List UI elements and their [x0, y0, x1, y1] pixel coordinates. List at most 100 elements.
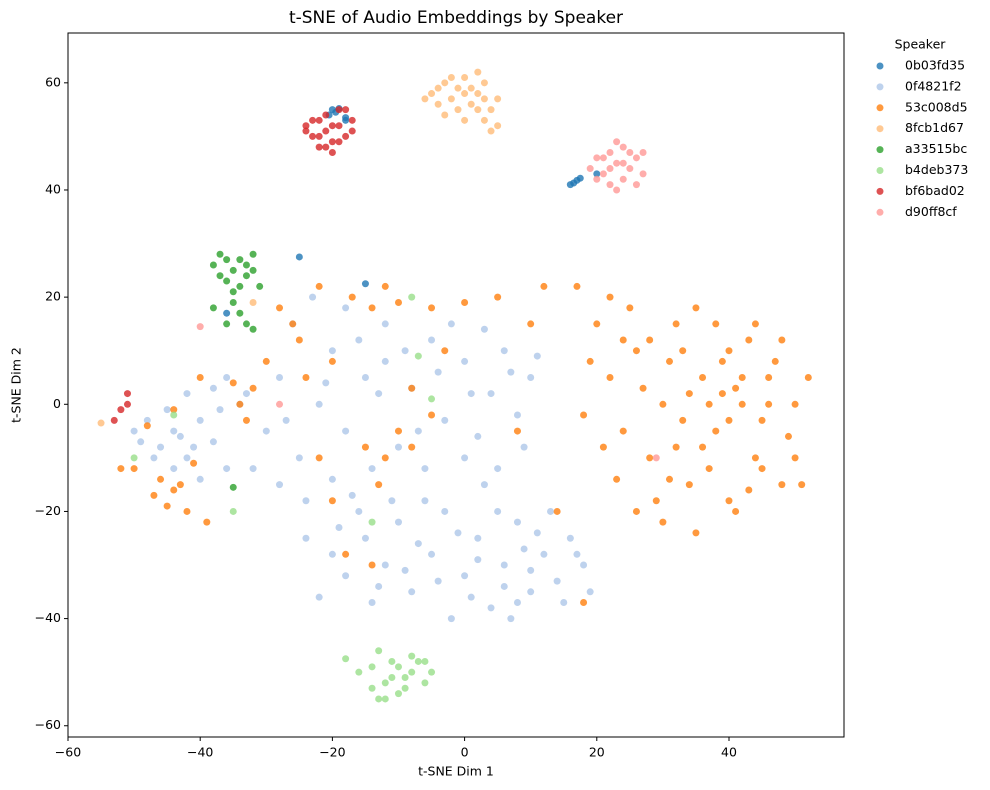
point — [342, 106, 350, 114]
point — [421, 95, 429, 103]
point — [619, 336, 627, 344]
point — [467, 84, 475, 92]
point — [580, 561, 588, 569]
point — [394, 690, 402, 698]
legend-marker — [876, 146, 884, 154]
point — [229, 507, 237, 515]
point — [368, 561, 376, 569]
point — [150, 454, 158, 462]
point — [368, 518, 376, 526]
point — [137, 438, 145, 446]
point — [216, 250, 224, 258]
point — [705, 465, 713, 473]
point — [758, 465, 766, 473]
point — [256, 282, 264, 290]
point — [242, 261, 250, 269]
point — [249, 325, 257, 333]
point — [328, 148, 336, 156]
point — [123, 390, 131, 398]
point — [626, 165, 634, 173]
point — [183, 507, 191, 515]
point — [223, 256, 231, 264]
point — [467, 593, 475, 601]
legend-marker — [876, 104, 884, 112]
point — [428, 668, 436, 676]
point — [328, 550, 336, 558]
point — [309, 116, 317, 124]
point — [196, 416, 204, 424]
point — [381, 454, 389, 462]
point — [692, 304, 700, 312]
point — [533, 352, 541, 360]
point — [190, 443, 198, 451]
point — [513, 518, 521, 526]
point — [454, 106, 462, 114]
point — [236, 282, 244, 290]
point — [765, 373, 773, 381]
point — [97, 419, 105, 427]
point — [170, 486, 178, 494]
point — [408, 668, 416, 676]
point — [606, 293, 614, 301]
point — [513, 427, 521, 435]
point — [474, 68, 482, 76]
point — [441, 79, 449, 87]
point — [441, 416, 449, 424]
point — [566, 534, 574, 542]
point — [619, 427, 627, 435]
point — [262, 427, 270, 435]
point — [328, 122, 336, 130]
point — [738, 400, 746, 408]
point — [302, 534, 310, 542]
point — [461, 572, 469, 580]
point — [348, 293, 356, 301]
point — [381, 679, 389, 687]
point — [342, 550, 350, 558]
point — [368, 663, 376, 671]
x-tick-label: −60 — [55, 745, 81, 760]
point — [665, 475, 673, 483]
point — [282, 416, 290, 424]
point — [368, 599, 376, 607]
point — [414, 427, 422, 435]
point — [176, 481, 184, 489]
point — [593, 154, 601, 162]
point — [480, 79, 488, 87]
point — [533, 529, 541, 537]
point — [408, 588, 416, 596]
point — [401, 347, 409, 355]
point — [368, 304, 376, 312]
point — [242, 416, 250, 424]
legend-marker — [876, 208, 884, 216]
point — [375, 695, 383, 703]
point — [229, 483, 237, 491]
point — [394, 427, 402, 435]
point — [576, 174, 584, 182]
point — [328, 475, 336, 483]
point — [315, 454, 323, 462]
point — [513, 411, 521, 419]
point — [375, 582, 383, 590]
point — [520, 545, 528, 553]
point — [394, 298, 402, 306]
point — [276, 400, 284, 408]
point — [652, 497, 660, 505]
point — [110, 416, 118, 424]
legend-label: 0f4821f2 — [905, 78, 962, 93]
point — [613, 159, 621, 167]
point — [718, 390, 726, 398]
point — [461, 357, 469, 365]
point — [302, 373, 310, 381]
point — [606, 373, 614, 381]
point — [421, 679, 429, 687]
point — [599, 154, 607, 162]
point — [276, 481, 284, 489]
legend-title: Speaker — [895, 37, 947, 52]
point — [467, 390, 475, 398]
point — [229, 288, 237, 296]
point — [725, 347, 733, 355]
x-tick-label: 40 — [721, 745, 737, 760]
point — [249, 298, 257, 306]
point — [394, 663, 402, 671]
point — [223, 320, 231, 328]
